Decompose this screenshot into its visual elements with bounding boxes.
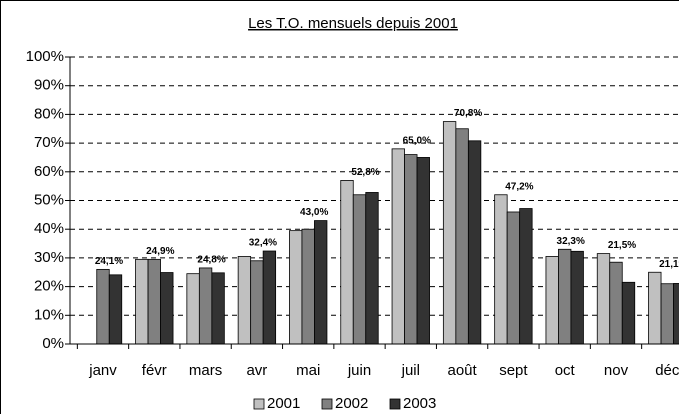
legend-label: 2003: [403, 395, 436, 412]
bar: [96, 268, 110, 345]
bar: [365, 192, 379, 345]
bar: [108, 274, 123, 345]
value-label: 24,1%: [95, 256, 123, 267]
bar: [673, 283, 679, 345]
value-label: 47,2%: [505, 181, 533, 192]
x-tick-label: avr: [246, 362, 267, 379]
bar: [558, 248, 572, 345]
bar: [135, 258, 149, 345]
y-tick-label: 50%: [34, 191, 64, 208]
bar: [211, 272, 225, 345]
legend-swatch: [253, 398, 265, 410]
y-tick-label: 20%: [34, 278, 64, 295]
bar: [467, 140, 482, 345]
x-tick-label: déc: [655, 362, 679, 379]
bar: [340, 180, 354, 345]
x-tick-label: mai: [296, 362, 320, 379]
x-tick-label: sept: [499, 362, 528, 379]
bar: [660, 283, 674, 345]
bar: [186, 273, 200, 345]
x-tick-label: oct: [555, 362, 576, 379]
y-tick-label: 100%: [26, 48, 64, 65]
y-tick-label: 40%: [34, 220, 64, 237]
bar: [596, 253, 611, 345]
bar: [237, 256, 252, 345]
legend-label: 2002: [335, 395, 368, 412]
y-tick-label: 0%: [42, 335, 64, 352]
x-tick-label: janv: [88, 362, 117, 379]
value-label: 32,4%: [249, 238, 277, 249]
bar: [519, 208, 533, 345]
x-tick-label: août: [447, 362, 477, 379]
value-label: 21,5%: [608, 240, 636, 251]
x-tick-label: févr: [142, 362, 167, 379]
bar: [416, 157, 430, 345]
x-tick-label: mars: [189, 362, 222, 379]
bar: [648, 271, 662, 345]
y-tick-label: 10%: [34, 306, 64, 323]
value-label: 65,0%: [403, 135, 431, 146]
y-tick-label: 90%: [34, 77, 64, 94]
value-label: 52,8%: [351, 167, 379, 178]
value-label: 32,3%: [557, 236, 585, 247]
bar: [198, 267, 213, 345]
bar: [455, 128, 469, 345]
legend-label: 2001: [267, 395, 300, 412]
bar: [289, 230, 303, 345]
x-tick-label: juin: [347, 362, 371, 379]
value-label: 24,8%: [197, 255, 225, 266]
bar: [404, 154, 418, 345]
bar: [147, 258, 161, 345]
legend-swatch: [389, 398, 401, 410]
legend-swatch: [321, 398, 333, 410]
bar: [621, 281, 636, 345]
y-tick-label: 60%: [34, 163, 64, 180]
chart-title: Les T.O. mensuels depuis 2001: [248, 15, 458, 32]
bar: [494, 194, 508, 345]
value-label: 21,1%: [659, 259, 679, 270]
bar: [250, 260, 264, 345]
y-tick-label: 80%: [34, 105, 64, 122]
bar: [609, 261, 623, 345]
bar: [314, 220, 328, 345]
value-label: 70,8%: [454, 108, 482, 119]
bar: [570, 250, 584, 345]
x-tick-label: juil: [401, 362, 420, 379]
bar: [506, 211, 521, 345]
y-tick-label: 70%: [34, 134, 64, 151]
bar: [160, 272, 174, 345]
bar: [352, 194, 367, 345]
bar: [391, 148, 405, 345]
x-tick-label: nov: [604, 362, 629, 379]
bar: [262, 250, 277, 345]
value-label: 43,0%: [300, 207, 328, 218]
value-label: 24,9%: [146, 246, 174, 257]
bar: [545, 256, 559, 345]
bar: [442, 121, 457, 345]
bar: [301, 228, 315, 345]
y-tick-label: 30%: [34, 249, 64, 266]
